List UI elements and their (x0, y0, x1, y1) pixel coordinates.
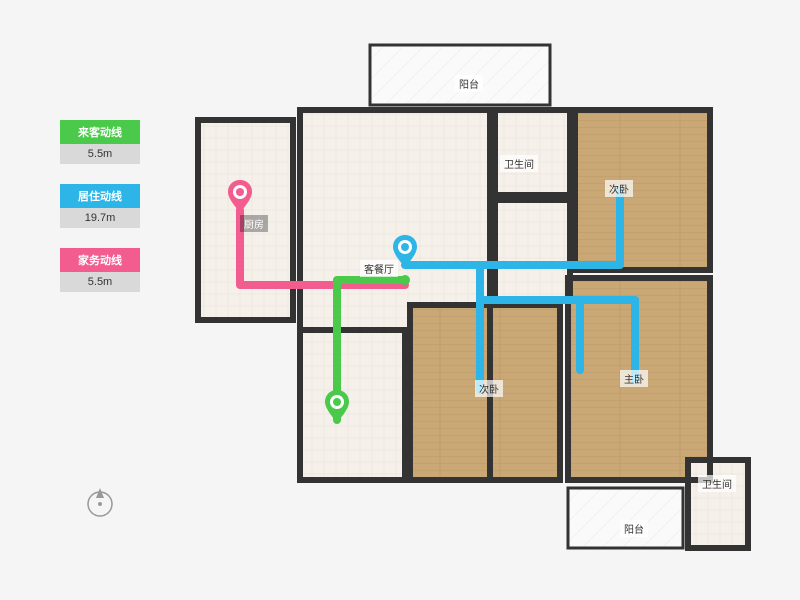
green-pin-icon (325, 390, 349, 422)
legend-label: 来客动线 (60, 120, 140, 144)
room-label: 阳台 (455, 75, 483, 92)
room-label: 卫生间 (500, 155, 538, 172)
legend-value: 5.5m (60, 272, 140, 292)
blue-pin-icon (393, 235, 417, 267)
room-label: 厨房 (240, 215, 268, 232)
room-label: 主卧 (620, 370, 648, 387)
legend: 来客动线 5.5m 居住动线 19.7m 家务动线 5.5m (60, 120, 140, 312)
pink-pin-icon (228, 180, 252, 212)
legend-label: 居住动线 (60, 184, 140, 208)
legend-label: 家务动线 (60, 248, 140, 272)
room-label: 卫生间 (698, 475, 736, 492)
room-label: 阳台 (620, 520, 648, 537)
room-label: 次卧 (475, 380, 503, 397)
legend-value: 19.7m (60, 208, 140, 228)
legend-item-living: 居住动线 19.7m (60, 184, 140, 228)
legend-value: 5.5m (60, 144, 140, 164)
legend-item-guest: 来客动线 5.5m (60, 120, 140, 164)
floorplan: 阳台卫生间厨房次卧客餐厅次卧主卧阳台卫生间 (180, 30, 780, 580)
room-label: 次卧 (605, 180, 633, 197)
compass-icon (80, 480, 120, 520)
legend-item-chore: 家务动线 5.5m (60, 248, 140, 292)
